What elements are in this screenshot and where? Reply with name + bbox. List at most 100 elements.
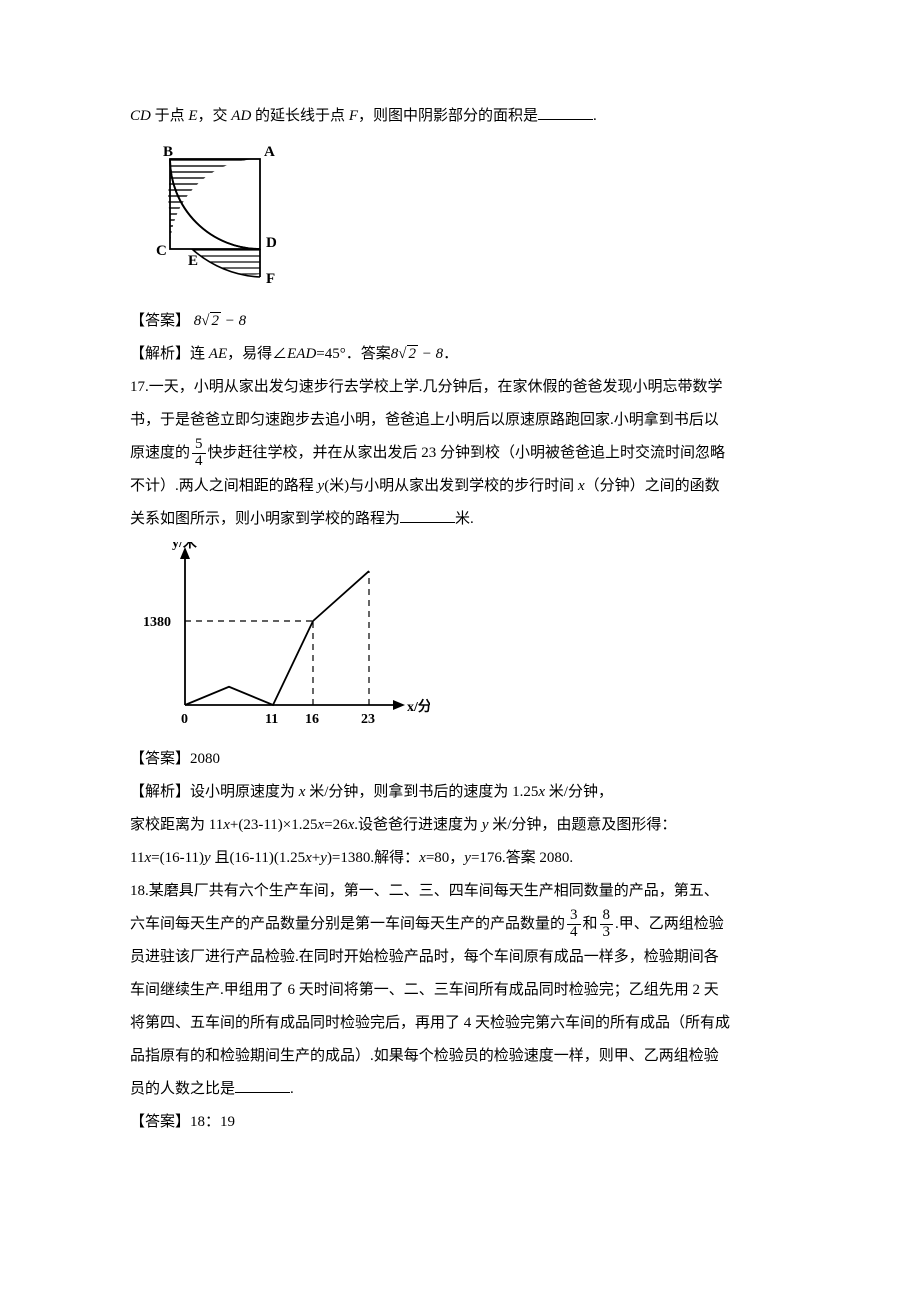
s16-d: ． bbox=[443, 346, 458, 362]
label-c: C bbox=[156, 243, 167, 259]
s17-y2: y bbox=[204, 850, 211, 866]
q17-p4: 不计）.两人之间相距的路程 y(米)与小明从家出发到学校的步行时间 x（分钟）之… bbox=[130, 470, 790, 503]
q18-p2a: 六车间每天生产的产品数量分别是第一车间每天生产的产品数量的 bbox=[130, 916, 565, 932]
answer-16-expr: 8√2 − 8 bbox=[194, 312, 246, 329]
q16-m1: 于点 bbox=[151, 108, 189, 124]
q17-p4b: (米)与小明从家出发到学校的步行时间 bbox=[324, 478, 578, 494]
s17-l1a: 设小明原速度为 bbox=[190, 784, 299, 800]
s17-x7: x bbox=[305, 850, 312, 866]
q18-p1t: 某磨具厂共有六个生产车间，第一、二、三、四车间每天生产相同数量的产品，第五、 bbox=[149, 883, 719, 899]
solution-17-l1: 【解析】设小明原速度为 x 米/分钟，则拿到书后的速度为 1.25x 米/分钟， bbox=[130, 776, 790, 809]
svg-text:y/米: y/米 bbox=[172, 542, 198, 551]
q18-p7a: 员的人数之比是 bbox=[130, 1081, 235, 1097]
text-e: E bbox=[188, 108, 197, 124]
q18-p4: 车间继续生产.甲组用了 6 天时间将第一、二、三车间所有成品同时检验完；乙组先用… bbox=[130, 974, 790, 1007]
q16-blank bbox=[538, 104, 593, 120]
q16-tail: ，则图中阴影部分的面积是 bbox=[358, 108, 538, 124]
s17-x8: x bbox=[419, 850, 426, 866]
s16-ae: AE bbox=[209, 346, 227, 362]
q17-p2: 书，于是爸爸立即匀速跑步去追小明，爸爸追上小明后以原速原路跑回家.小明拿到书后以 bbox=[130, 404, 790, 437]
label-e: E bbox=[188, 253, 198, 269]
svg-text:0: 0 bbox=[181, 712, 188, 727]
s16-a: 连 bbox=[190, 346, 209, 362]
answer-label-18: 【答案】 bbox=[130, 1114, 190, 1130]
answer-18-val: 18：19 bbox=[190, 1114, 235, 1130]
label-f: F bbox=[266, 271, 275, 287]
s17-l3b: =(16-11) bbox=[151, 850, 204, 866]
frac-8-3: 83 bbox=[600, 908, 614, 941]
s16-ead: EAD bbox=[287, 346, 316, 362]
text-cd: CD bbox=[130, 108, 151, 124]
answer-17: 【答案】2080 bbox=[130, 743, 790, 776]
s17-y3: y bbox=[320, 850, 327, 866]
q17-num: 17. bbox=[130, 379, 149, 395]
q18-p2b: 和 bbox=[583, 916, 598, 932]
figure-square-arc: B A C E D F bbox=[130, 139, 790, 299]
text-f: F bbox=[349, 108, 358, 124]
solution-16: 【解析】连 AE，易得∠EAD=45°．答案8√2 − 8． bbox=[130, 338, 790, 371]
q17-p1t: 一天，小明从家出发匀速步行去学校上学.几分钟后，在家休假的爸爸发现小明忘带数学 bbox=[149, 379, 723, 395]
solution-label-17: 【解析】 bbox=[130, 784, 190, 800]
label-a: A bbox=[264, 144, 275, 160]
s17-l2e: 米/分钟，由题意及图形得： bbox=[488, 817, 676, 833]
q17-x: x bbox=[578, 478, 585, 494]
q18-p7: 员的人数之比是. bbox=[130, 1073, 790, 1106]
s17-l3f: =80， bbox=[426, 850, 464, 866]
svg-text:x/分钟: x/分钟 bbox=[407, 698, 430, 715]
solution-17-l3: 11x=(16-11)y 且(16-11)(1.25x+y)=1380.解得：x… bbox=[130, 842, 790, 875]
frac-3-4: 34 bbox=[567, 908, 581, 941]
svg-text:1380: 1380 bbox=[143, 615, 171, 630]
s17-l3c: 且(16-11)(1.25 bbox=[211, 850, 305, 866]
s17-y4: y bbox=[464, 850, 471, 866]
s16-expr: 8√2 − 8 bbox=[391, 345, 443, 362]
s17-l2d: .设爸爸行进速度为 bbox=[354, 817, 482, 833]
q17-p4a: 不计）.两人之间相距的路程 bbox=[130, 478, 318, 494]
q16-m2: ，交 bbox=[198, 108, 232, 124]
q16-m3: 的延长线于点 bbox=[251, 108, 349, 124]
svg-text:16: 16 bbox=[305, 712, 319, 727]
s17-l3e: )=1380.解得： bbox=[327, 850, 419, 866]
q17-p3b: 快步赶往学校，并在从家出发后 23 分钟到校（小明被爸爸追上时交流时间忽略 bbox=[208, 445, 726, 461]
q17-p5: 关系如图所示，则小明家到学校的路程为 米. bbox=[130, 503, 790, 536]
s17-l1b: 米/分钟，则拿到书后的速度为 1.25 bbox=[305, 784, 538, 800]
q17-p5a: 关系如图所示，则小明家到学校的路程为 bbox=[130, 511, 400, 527]
solution-label: 【解析】 bbox=[130, 346, 190, 362]
text-ad: AD bbox=[231, 108, 251, 124]
solution-17-l2: 家校距离为 11x+(23-11)×1.25x=26x.设爸爸行进速度为 y 米… bbox=[130, 809, 790, 842]
frac-5-4: 54 bbox=[192, 437, 206, 470]
figure-distance-chart: y/米 x/分钟 1380 0 11 16 23 bbox=[130, 542, 790, 737]
answer-17-val: 2080 bbox=[190, 751, 220, 767]
q16-line: CD 于点 E，交 AD 的延长线于点 F，则图中阴影部分的面积是. bbox=[130, 100, 790, 133]
s17-l3d: + bbox=[312, 850, 320, 866]
q17-p1: 17.一天，小明从家出发匀速步行去学校上学.几分钟后，在家休假的爸爸发现小明忘带… bbox=[130, 371, 790, 404]
q18-p2c: .甲、乙两组检验 bbox=[615, 916, 724, 932]
label-d: D bbox=[266, 235, 277, 251]
s16-b: ，易得∠ bbox=[227, 346, 287, 362]
label-b: B bbox=[163, 144, 173, 160]
q18-blank bbox=[235, 1077, 290, 1093]
svg-text:11: 11 bbox=[265, 712, 278, 727]
s17-l2c: =26 bbox=[324, 817, 347, 833]
q18-p7b: . bbox=[290, 1081, 294, 1097]
svg-text:23: 23 bbox=[361, 712, 375, 727]
s16-c: =45°．答案 bbox=[316, 346, 390, 362]
q18-p5: 将第四、五车间的所有成品同时检验完后，再用了 4 天检验完第六车间的所有成品（所… bbox=[130, 1007, 790, 1040]
q17-blank bbox=[400, 507, 455, 523]
q18-p6: 品指原有的和检验期间生产的成品）.如果每个检验员的检验速度一样，则甲、乙两组检验 bbox=[130, 1040, 790, 1073]
answer-16: 【答案】 8√2 − 8 bbox=[130, 305, 790, 338]
answer-label: 【答案】 bbox=[130, 313, 190, 329]
q17-p5b: 米. bbox=[455, 511, 474, 527]
q18-p3: 员进驻该厂进行产品检验.在同时开始检验产品时，每个车间原有成品一样多，检验期间各 bbox=[130, 941, 790, 974]
s17-l2a: 家校距离为 11 bbox=[130, 817, 223, 833]
s17-l3g: =176.答案 2080. bbox=[471, 850, 573, 866]
q17-p4c: （分钟）之间的函数 bbox=[585, 478, 720, 494]
s17-l3a: 11 bbox=[130, 850, 144, 866]
s17-x3: x bbox=[223, 817, 230, 833]
q17-p3: 原速度的54快步赶往学校，并在从家出发后 23 分钟到校（小明被爸爸追上时交流时… bbox=[130, 437, 790, 470]
q16-period: . bbox=[593, 108, 597, 124]
s17-l2b: +(23-11)×1.25 bbox=[230, 817, 318, 833]
q18-p2: 六车间每天生产的产品数量分别是第一车间每天生产的产品数量的34和83.甲、乙两组… bbox=[130, 908, 790, 941]
q18-p1: 18.某磨具厂共有六个生产车间，第一、二、三、四车间每天生产相同数量的产品，第五… bbox=[130, 875, 790, 908]
q17-p3a: 原速度的 bbox=[130, 445, 190, 461]
answer-label-17: 【答案】 bbox=[130, 751, 190, 767]
